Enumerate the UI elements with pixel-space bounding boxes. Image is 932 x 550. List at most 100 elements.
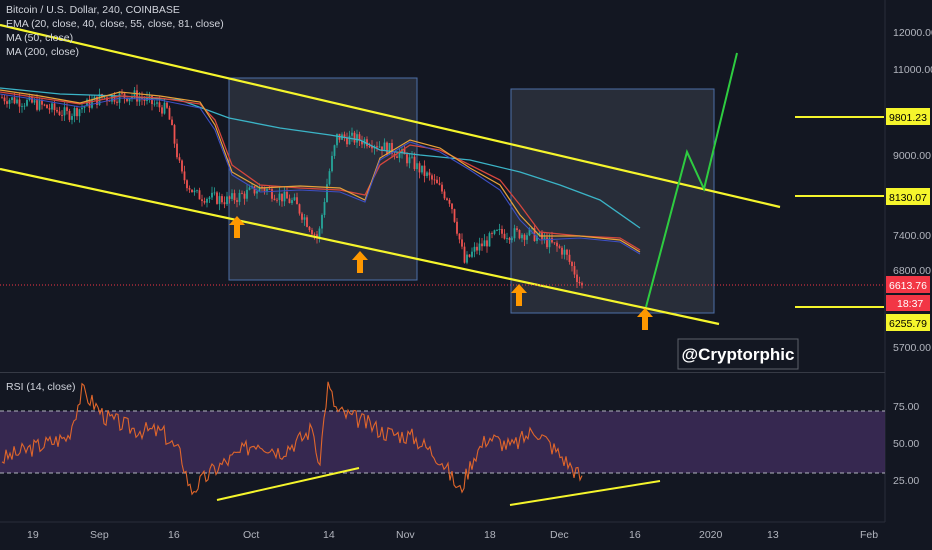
candle-body	[226, 196, 228, 205]
y-tick: 12000.00	[893, 27, 932, 39]
x-tick: Feb	[860, 529, 878, 541]
candle-body	[511, 238, 513, 240]
candle-body	[331, 155, 333, 172]
rsi-legend[interactable]: RSI (14, close)	[6, 381, 76, 393]
candle-body	[371, 146, 373, 149]
candle-body	[88, 99, 91, 108]
candle-body	[351, 132, 353, 136]
svg-text:8130.07: 8130.07	[889, 192, 927, 204]
candle-body	[43, 104, 46, 106]
rsi-band	[0, 411, 885, 473]
y-tick: 7400.00	[893, 230, 931, 242]
x-tick: 13	[767, 529, 779, 541]
candle-body	[128, 98, 131, 102]
candle-body	[321, 214, 323, 229]
candle-body	[11, 97, 13, 101]
candle-body	[438, 183, 441, 185]
candle-body	[471, 251, 473, 257]
candle-body	[443, 191, 446, 199]
ema-legend[interactable]: EMA (20, close, 40, close, 55, close, 81…	[6, 18, 224, 30]
candle-body	[303, 217, 306, 220]
candle-body	[248, 187, 251, 190]
candle-body	[258, 186, 261, 192]
candle-body	[311, 230, 313, 235]
candle-body	[293, 197, 296, 201]
candle-body	[546, 237, 548, 248]
candle-body	[423, 165, 426, 176]
candle-body	[241, 192, 243, 194]
x-tick: Sep	[90, 529, 109, 541]
consolidation-box-1	[228, 77, 418, 281]
candle-body	[413, 156, 416, 170]
candle-body	[16, 99, 18, 104]
candle-body	[46, 104, 48, 109]
candle-body	[231, 193, 233, 199]
candle-body	[458, 233, 461, 240]
candle-body	[581, 283, 583, 286]
candle-body	[353, 132, 356, 143]
candle-body	[6, 101, 8, 104]
candle-body	[348, 135, 351, 145]
candle-body	[568, 254, 571, 262]
ma50-legend[interactable]: MA (50, close)	[6, 32, 74, 44]
rsi-tick: 50.00	[893, 438, 919, 450]
candle-body	[83, 106, 86, 108]
candle-body	[61, 115, 63, 116]
candle-body	[381, 146, 383, 151]
candle-body	[171, 119, 173, 126]
up-arrow-icon	[352, 251, 368, 273]
candle-body	[553, 242, 556, 244]
candle-body	[161, 107, 163, 114]
rsi-divergence-line-2	[509, 480, 661, 506]
candle-body	[383, 142, 386, 151]
candle-body	[198, 190, 201, 200]
consolidation-box-2	[510, 88, 715, 314]
watermark-text: @Cryptorphic	[682, 345, 795, 364]
candle-body	[301, 213, 303, 220]
candle-body	[36, 100, 38, 110]
candle-body	[483, 240, 486, 247]
candle-body	[93, 96, 96, 101]
time-axis-ticks: 19 Sep 16 Oct 14 Nov 18 Dec 16 2020 13 F…	[27, 529, 878, 541]
candle-body	[221, 196, 223, 203]
candle-body	[368, 146, 371, 147]
x-tick: 16	[168, 529, 180, 541]
x-tick: Nov	[396, 529, 415, 541]
candle-body	[66, 107, 68, 111]
candle-body	[563, 249, 566, 255]
candle-body	[21, 106, 23, 107]
candle-body	[308, 226, 311, 231]
candle-body	[531, 228, 533, 229]
candle-body	[506, 238, 508, 239]
candle-body	[333, 145, 336, 156]
channel-lower-line	[0, 167, 720, 326]
candle-body	[111, 95, 113, 102]
candle-body	[213, 192, 216, 194]
y-tick: 6800.00	[893, 265, 931, 277]
candle-body	[253, 186, 256, 194]
candle-body	[188, 188, 191, 190]
rsi-axis-ticks: 75.00 50.00 25.00	[893, 401, 919, 487]
candle-body	[78, 109, 81, 117]
candle-body	[283, 191, 286, 202]
candle-body	[263, 188, 266, 192]
watermark-box	[677, 338, 799, 370]
ma200-legend[interactable]: MA (200, close)	[6, 46, 79, 58]
candle-body	[411, 156, 413, 158]
candle-body	[276, 199, 278, 201]
candle-body	[53, 103, 56, 111]
price-tag-9801: 9801.23	[886, 108, 930, 125]
candle-body	[513, 228, 516, 239]
candle-body	[468, 254, 471, 257]
candle-body	[71, 116, 73, 120]
candle-body	[186, 180, 188, 189]
candle-body	[38, 100, 41, 110]
candle-body	[143, 99, 146, 102]
candle-body	[218, 196, 221, 204]
candle-body	[336, 133, 338, 146]
rsi-tick: 25.00	[893, 475, 919, 487]
candle-body	[498, 228, 501, 230]
candle-body	[473, 246, 476, 252]
candle-body	[228, 196, 231, 199]
price-tag-6255: 6255.79	[886, 314, 930, 331]
